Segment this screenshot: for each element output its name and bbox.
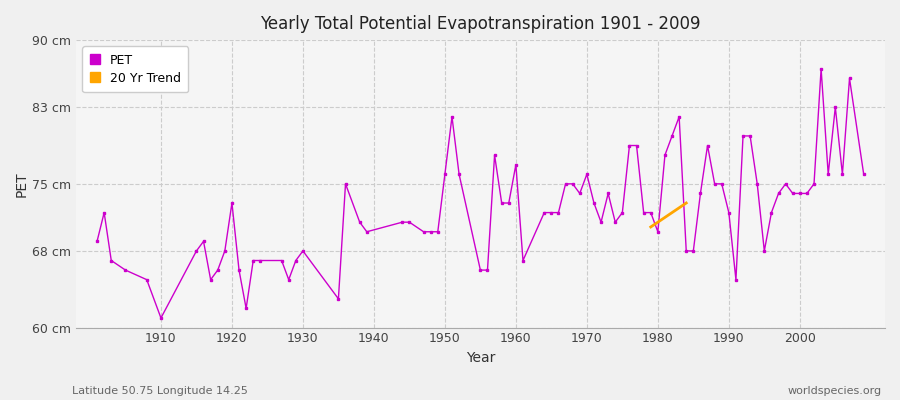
Text: worldspecies.org: worldspecies.org bbox=[788, 386, 882, 396]
X-axis label: Year: Year bbox=[465, 351, 495, 365]
Y-axis label: PET: PET bbox=[15, 171, 29, 197]
Title: Yearly Total Potential Evapotranspiration 1901 - 2009: Yearly Total Potential Evapotranspiratio… bbox=[260, 15, 700, 33]
Text: Latitude 50.75 Longitude 14.25: Latitude 50.75 Longitude 14.25 bbox=[72, 386, 248, 396]
Legend: PET, 20 Yr Trend: PET, 20 Yr Trend bbox=[82, 46, 188, 92]
